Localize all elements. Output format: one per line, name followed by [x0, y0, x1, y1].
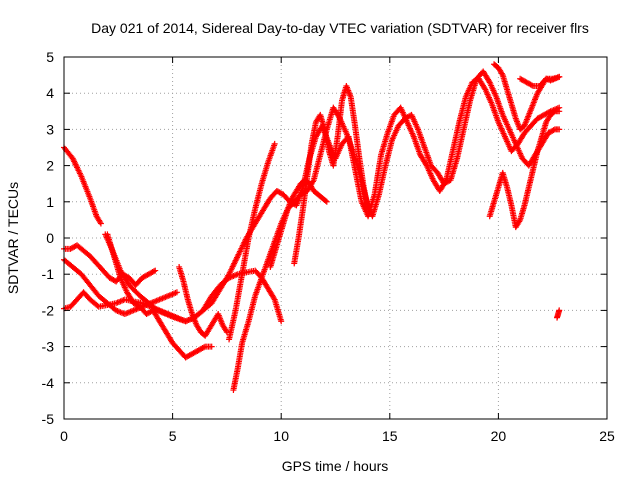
y-tick-label: 2: [46, 158, 54, 174]
data-point: [542, 76, 549, 83]
axis-tick-labels: 0 5 10 15 20 25 -5 -4 -3 -2 -1 0 1 2 3 4 5: [42, 49, 615, 444]
series-track-j: [226, 140, 278, 343]
data-point: [150, 268, 157, 275]
y-tick-label: -3: [42, 339, 55, 355]
x-tick-label: 0: [60, 428, 68, 444]
data-point: [365, 206, 372, 213]
data-point: [208, 343, 215, 350]
data-point: [173, 289, 180, 296]
data-point: [322, 197, 329, 204]
series-track-l: [486, 108, 563, 231]
y-tick-label: 4: [46, 85, 54, 101]
y-tick-label: 5: [46, 49, 54, 65]
data-point: [270, 295, 277, 302]
x-tick-label: 15: [382, 428, 398, 444]
series-track-c: [61, 267, 285, 325]
y-tick-label: -2: [42, 302, 55, 318]
data-point: [97, 220, 104, 227]
y-tick-label: -5: [42, 411, 55, 427]
data-point: [200, 344, 207, 351]
y-tick-label: 1: [46, 194, 54, 210]
y-tick-label: -1: [42, 266, 55, 282]
series-track-o: [554, 307, 563, 321]
series-track-i: [267, 177, 330, 270]
data-point: [152, 267, 159, 274]
data-point: [550, 127, 557, 134]
data-point: [271, 140, 278, 147]
data-point: [556, 307, 563, 314]
data-point: [556, 126, 563, 133]
data-point: [309, 178, 316, 185]
data-point: [528, 82, 535, 89]
series-track-f: [104, 231, 215, 361]
x-tick-label: 5: [169, 428, 177, 444]
axis-ticks: [63, 56, 608, 420]
series-track-n: [517, 73, 563, 89]
data-point: [278, 318, 285, 325]
data-point: [556, 108, 563, 115]
x-tick-label: 20: [491, 428, 507, 444]
y-tick-label: 3: [46, 121, 54, 137]
series-track-k: [291, 82, 372, 267]
y-axis-label: SDTVAR / TECUs: [5, 182, 21, 294]
chart-title: Day 021 of 2014, Sidereal Day-to-day VTE…: [91, 20, 589, 36]
x-tick-label: 10: [273, 428, 289, 444]
y-tick-label: -4: [42, 375, 55, 391]
x-axis-label: GPS time / hours: [282, 458, 389, 474]
data-point: [556, 73, 563, 80]
data-point: [323, 198, 330, 205]
series-track-a: [61, 144, 104, 227]
y-tick-label: 0: [46, 230, 54, 246]
x-tick-label: 25: [599, 428, 615, 444]
series-track-d: [61, 256, 180, 318]
data-points: [61, 61, 563, 394]
series-track-g: [176, 263, 230, 339]
